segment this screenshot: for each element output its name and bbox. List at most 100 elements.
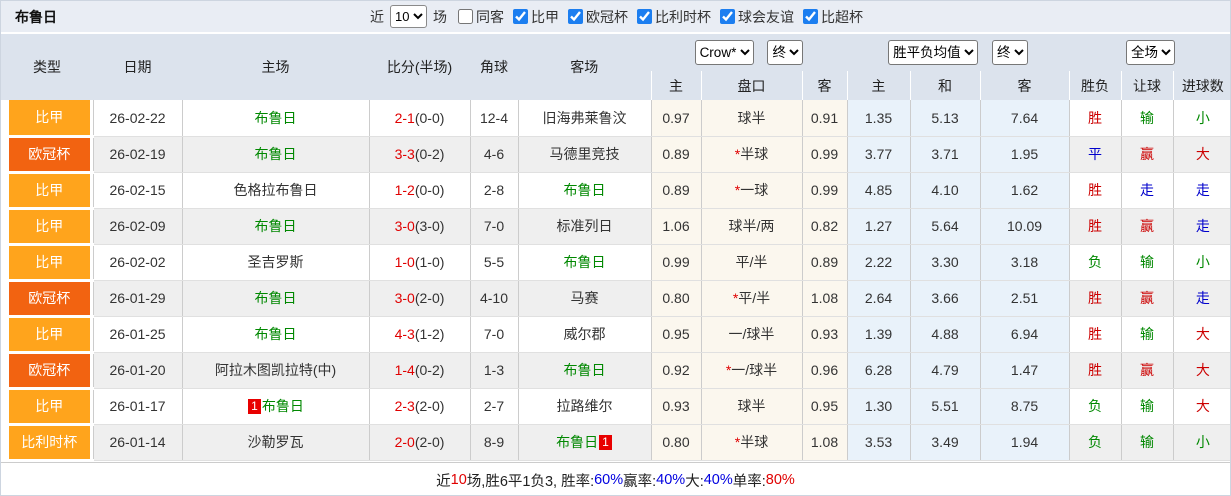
match-type-cell: 欧冠杯 xyxy=(1,280,93,318)
team-name: 布鲁日 xyxy=(563,182,606,198)
handicap-result-cell: 走 xyxy=(1120,172,1174,209)
table-row: 比甲 26-02-09 布鲁日 3-0(3-0) 7-0 标准列日 1.06 球半/两 0.82… xyxy=(1,208,1230,246)
result-cell: 负 xyxy=(1068,424,1122,461)
filter-checkbox-比甲[interactable] xyxy=(513,8,528,24)
date-cell: 26-02-19 xyxy=(92,136,182,173)
handicap-cell: 一/球半 xyxy=(700,316,802,353)
result-cell: 胜 xyxy=(1068,100,1122,137)
odds-home-cell: 0.99 xyxy=(650,244,701,281)
halftime-score: (0-0) xyxy=(414,109,445,126)
corners-cell: 7-0 xyxy=(469,208,518,245)
match-type-cell: 比甲 xyxy=(1,244,93,282)
filter-checkbox-同客[interactable] xyxy=(458,8,473,24)
corners-cell: 5-5 xyxy=(469,244,518,281)
handicap-result-cell: 赢 xyxy=(1120,280,1174,317)
avg-home-cell: 3.53 xyxy=(846,424,911,461)
avg-home-cell: 6.28 xyxy=(846,352,911,389)
result-cell: 胜 xyxy=(1068,208,1122,245)
summary-segment: 大: xyxy=(685,473,704,490)
odds-state-select[interactable]: 终 xyxy=(767,40,804,65)
team-name: 马德里竞技 xyxy=(549,146,620,162)
rank-badge: 1 xyxy=(248,399,261,414)
filter-checkbox-欧冠杯[interactable] xyxy=(568,8,583,24)
league-badge: 比甲 xyxy=(9,389,90,423)
score-cell: 3-0(3-0) xyxy=(368,208,470,245)
halftime-score: (1-2) xyxy=(414,326,445,342)
odds-select-group: Crow* 终 xyxy=(651,34,848,71)
match-type-cell: 比甲 xyxy=(1,316,93,354)
handicap-cell: *一球 xyxy=(700,172,802,209)
result-cell: 胜 xyxy=(1068,280,1122,317)
odds-away-cell: 0.91 xyxy=(801,100,848,137)
filter-checkbox-label: 比甲 xyxy=(531,8,559,25)
home-team-cell: 布鲁日 xyxy=(181,280,369,317)
goals-result-cell: 大 xyxy=(1172,388,1230,425)
subcol-avg-away: 客 xyxy=(979,71,1070,100)
avg-odds-select[interactable]: 胜平负均值 xyxy=(888,40,979,65)
table-row: 比甲 26-02-02 圣吉罗斯 1-0(1-0) 5-5 布鲁日 0.99 平/半 0.89 2… xyxy=(1,244,1230,282)
goals-result-cell: 走 xyxy=(1172,208,1230,245)
avg-draw-cell: 3.49 xyxy=(909,424,981,461)
league-badge: 比甲 xyxy=(9,245,90,279)
date-cell: 26-02-09 xyxy=(92,208,182,245)
score-cell: 2-1(0-0) xyxy=(368,100,470,137)
handicap-result-cell: 输 xyxy=(1120,388,1174,425)
halftime-score: (2-0) xyxy=(414,398,445,414)
league-filter-checkboxes: 同客 比甲 欧冠杯 比利时杯 球会友谊 比超杯 xyxy=(449,7,863,27)
match-type-cell: 比利时杯 xyxy=(1,424,93,462)
goals-result-cell: 走 xyxy=(1172,172,1230,209)
home-team-cell: 沙勒罗瓦 xyxy=(181,424,369,461)
goals-result-cell: 小 xyxy=(1172,100,1230,137)
score-cell: 2-0(2-0) xyxy=(368,424,470,461)
summary-segment: 场,胜6平1负3, 胜率: xyxy=(466,473,595,490)
col-type: 类型 xyxy=(1,34,93,100)
subcol-avg-home: 主 xyxy=(846,71,911,100)
date-cell: 26-01-25 xyxy=(92,316,182,353)
league-badge: 比甲 xyxy=(9,100,90,135)
odds-home-cell: 1.06 xyxy=(650,208,701,245)
changed-odds-star: * xyxy=(734,146,741,162)
avg-state-select[interactable]: 终 xyxy=(991,40,1028,65)
away-team-cell: 拉路维尔 xyxy=(517,388,651,425)
bookmaker-select[interactable]: Crow* xyxy=(694,40,754,65)
score-cell: 3-3(0-2) xyxy=(368,136,470,173)
league-badge: 欧冠杯 xyxy=(9,281,90,315)
fulltime-score: 1-4 xyxy=(394,362,415,378)
table-row: 比甲 26-01-25 布鲁日 4-3(1-2) 7-0 威尔郡 0.95 一/球半 0.93 1… xyxy=(1,316,1230,354)
halftime-score: (3-0) xyxy=(414,218,445,234)
team-name: 阿拉木图凯拉特(中) xyxy=(214,362,337,378)
table-row: 欧冠杯 26-01-20 阿拉木图凯拉特(中) 1-4(0-2) 1-3 布鲁日 0.92 *… xyxy=(1,352,1230,390)
fulltime-score: 1-2 xyxy=(394,182,415,198)
changed-odds-star: * xyxy=(734,434,741,450)
scope-select[interactable]: 全场 xyxy=(1126,40,1176,65)
away-team-cell: 马赛 xyxy=(517,280,651,317)
subcol-handicap: 盘口 xyxy=(700,71,802,100)
odds-away-cell: 0.99 xyxy=(801,172,848,209)
filter-checkbox-比利时杯[interactable] xyxy=(637,8,652,24)
team-name: 拉路维尔 xyxy=(556,398,613,414)
odds-away-cell: 0.89 xyxy=(801,244,848,281)
changed-odds-star: * xyxy=(725,362,732,378)
avg-home-cell: 1.30 xyxy=(846,388,911,425)
fulltime-score: 3-3 xyxy=(394,146,415,162)
table-row: 欧冠杯 26-02-19 布鲁日 3-3(0-2) 4-6 马德里竞技 0.89 *半球 0.9… xyxy=(1,136,1230,174)
col-away: 客场 xyxy=(518,34,651,100)
corners-cell: 2-8 xyxy=(469,172,518,209)
home-team-cell: 布鲁日 xyxy=(181,316,369,353)
league-badge: 欧冠杯 xyxy=(9,137,90,171)
summary-segment: 单率: xyxy=(732,473,766,490)
odds-home-cell: 0.89 xyxy=(650,136,701,173)
avg-home-cell: 3.77 xyxy=(846,136,911,173)
avg-away-cell: 6.94 xyxy=(979,316,1070,353)
filter-checkbox-比超杯[interactable] xyxy=(803,8,818,24)
corners-cell: 12-4 xyxy=(469,100,518,137)
home-team-cell: 布鲁日 xyxy=(181,208,369,245)
col-home: 主场 xyxy=(182,34,369,100)
home-team-cell: 1 布鲁日 xyxy=(181,388,369,425)
odds-away-cell: 0.96 xyxy=(801,352,848,389)
team-name: 沙勒罗瓦 xyxy=(247,434,304,450)
recent-count-select[interactable]: 10 xyxy=(390,5,427,28)
filter-checkbox-球会友谊[interactable] xyxy=(720,8,735,24)
date-cell: 26-02-22 xyxy=(92,100,182,137)
